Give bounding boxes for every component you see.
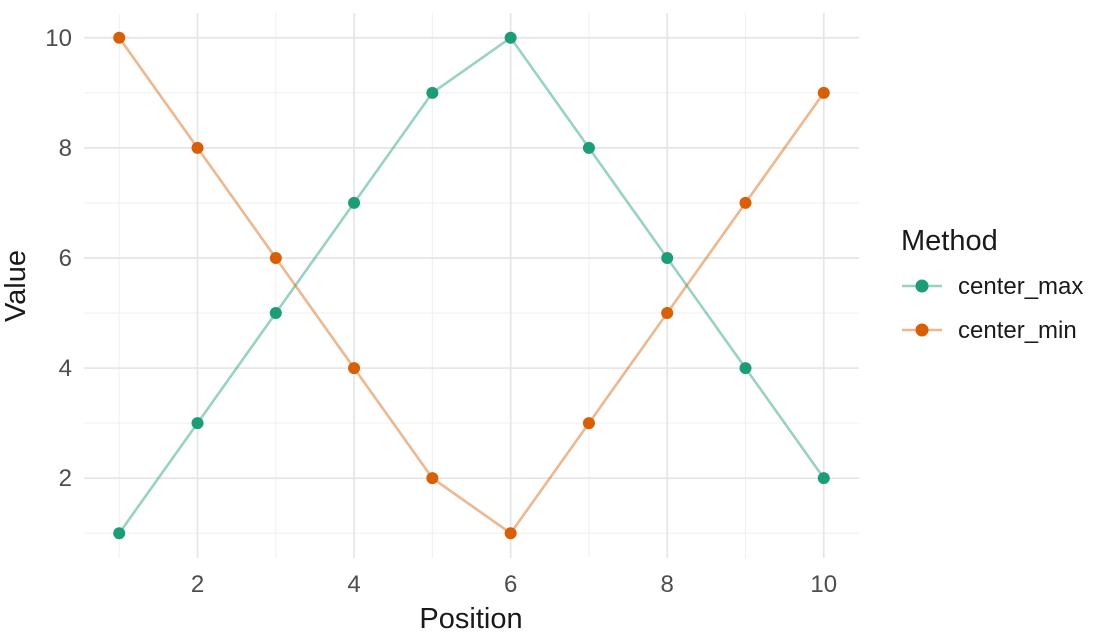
data-point-center_min (113, 31, 126, 44)
data-series (113, 31, 830, 540)
legend-key-point-center_max (915, 279, 929, 293)
x-tick-label: 6 (504, 571, 517, 598)
data-point-center_max (582, 141, 595, 154)
x-tick-label: 2 (191, 571, 204, 598)
gridlines-minor (84, 13, 859, 558)
data-point-center_min (739, 196, 752, 209)
legend-title: Method (901, 225, 998, 257)
x-tick-label: 10 (810, 571, 837, 598)
legend-label-center-max: center_max (958, 273, 1083, 300)
data-point-center_max (426, 86, 439, 99)
x-tick-label: 8 (661, 571, 674, 598)
data-point-center_min (348, 362, 361, 375)
data-point-center_min (817, 86, 830, 99)
data-point-center_max (113, 527, 126, 540)
data-point-center_max (191, 417, 204, 430)
data-point-center_min (582, 417, 595, 430)
data-point-center_min (504, 527, 517, 540)
legend-label-center-min: center_min (958, 317, 1077, 344)
y-axis-tick-labels: 2 4 6 8 10 (45, 25, 72, 492)
gridlines-major (84, 13, 859, 558)
data-point-center_min (426, 472, 439, 485)
x-axis-tick-labels: 2 4 6 8 10 (191, 571, 837, 598)
y-tick-label: 4 (59, 355, 72, 382)
data-point-center_min (661, 307, 674, 320)
data-point-center_max (661, 251, 674, 264)
x-axis-title: Position (419, 603, 522, 635)
data-point-center_max (739, 362, 752, 375)
data-point-center_min (191, 141, 204, 154)
data-point-center_min (269, 251, 282, 264)
data-point-center_max (348, 196, 361, 209)
y-tick-label: 10 (45, 25, 72, 52)
data-point-center_max (269, 307, 282, 320)
legend-keys (902, 279, 942, 337)
y-axis-title: Value (0, 250, 32, 322)
series-line-center_min (118, 37, 825, 536)
x-tick-label: 4 (347, 571, 360, 598)
series-line-center_max (118, 35, 825, 534)
legend: Method center_max center_min (901, 225, 1083, 344)
y-tick-label: 2 (59, 465, 72, 492)
legend-key-point-center_min (915, 323, 929, 337)
y-tick-label: 8 (59, 135, 72, 162)
data-point-center_max (817, 472, 830, 485)
y-tick-label: 6 (59, 245, 72, 272)
data-point-center_max (504, 31, 517, 44)
